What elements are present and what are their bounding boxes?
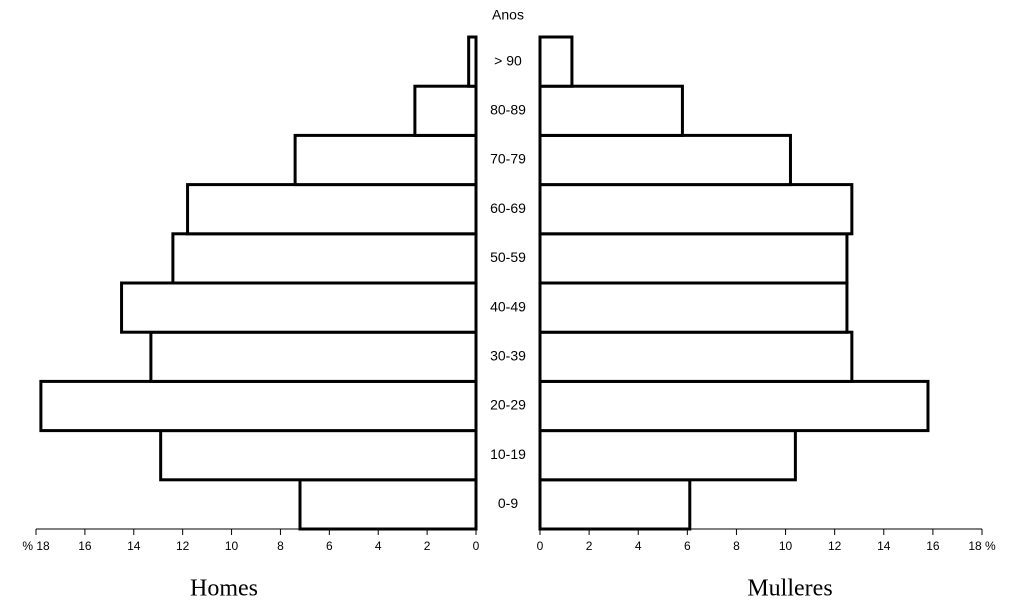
bar	[538, 478, 692, 531]
category-label: 30-39	[490, 348, 526, 364]
bar	[413, 84, 478, 137]
bar	[538, 35, 574, 88]
x-tick-label: 4	[635, 539, 642, 553]
bar	[149, 330, 478, 383]
bar	[298, 478, 478, 531]
x-tick-label: 18 %	[968, 539, 996, 553]
bar	[467, 35, 478, 88]
x-tick-label: 16	[926, 539, 940, 553]
bar	[186, 183, 478, 236]
bar	[538, 84, 684, 137]
series-name: Mulleres	[747, 576, 832, 602]
x-tick-label: 0	[537, 539, 544, 553]
x-tick-label: 14	[877, 539, 891, 553]
x-tick-label: 12	[828, 539, 842, 553]
bar	[538, 133, 792, 187]
bar	[538, 379, 930, 433]
x-tick-label: 10	[779, 539, 793, 553]
category-label: 20-29	[490, 397, 526, 413]
x-tick-label: 14	[127, 539, 141, 553]
x-tick-label: 0	[473, 539, 480, 553]
category-label: 10-19	[490, 446, 526, 462]
category-label: 0-9	[498, 495, 518, 511]
bar	[171, 232, 478, 285]
x-tick-label: 6	[684, 539, 691, 553]
bar	[538, 429, 797, 482]
category-label: 40-49	[490, 298, 526, 314]
bar	[39, 379, 478, 433]
x-tick-label: 12	[176, 539, 190, 553]
series-name: Homes	[190, 576, 258, 602]
x-tick-label: 4	[375, 539, 382, 553]
x-tick-label: 6	[326, 539, 333, 553]
x-tick-label: 16	[78, 539, 92, 553]
bar	[538, 183, 854, 236]
x-tick-label: 2	[424, 539, 431, 553]
x-tick-label: 8	[733, 539, 740, 553]
category-label: 70-79	[490, 151, 526, 167]
category-label: 50-59	[490, 249, 526, 265]
category-label: 60-69	[490, 200, 526, 216]
bar	[293, 133, 478, 187]
bar	[538, 281, 849, 334]
x-tick-label: % 18	[22, 539, 50, 553]
bar	[159, 429, 478, 482]
x-tick-label: 8	[277, 539, 284, 553]
x-tick-label: 10	[225, 539, 239, 553]
bar	[120, 281, 478, 334]
bar	[538, 232, 849, 285]
bar	[538, 330, 854, 383]
category-label: > 90	[494, 52, 522, 68]
category-title: Anos	[492, 7, 524, 23]
x-tick-label: 2	[586, 539, 593, 553]
category-label: 80-89	[490, 102, 526, 118]
